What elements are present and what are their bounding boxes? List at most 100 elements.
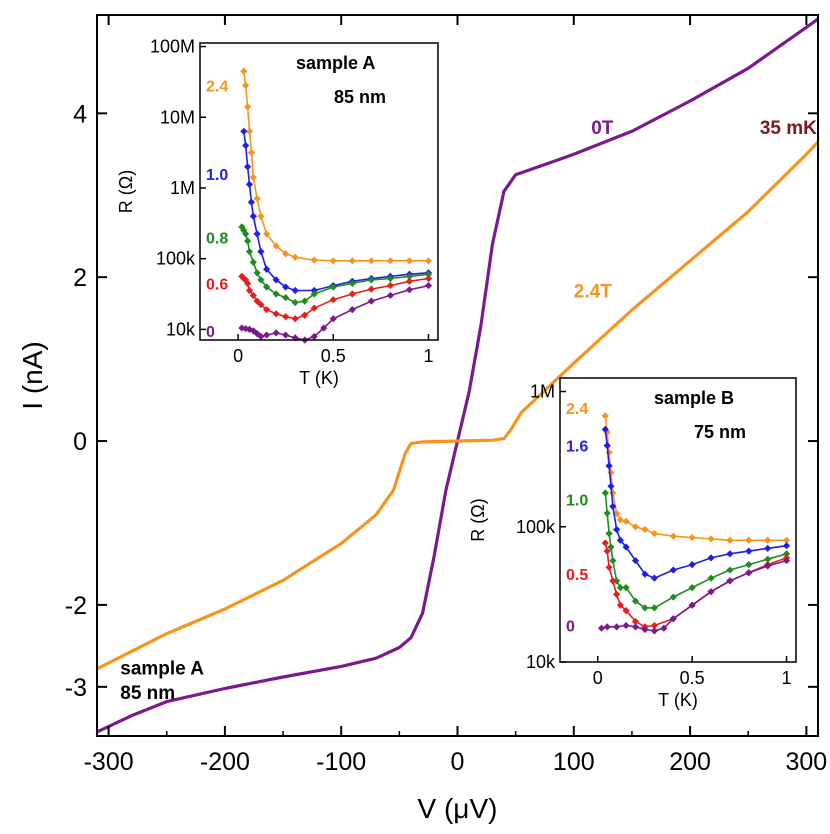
inset-b-x-axis-title: T (K)	[658, 690, 698, 710]
inset-a-point	[320, 324, 328, 332]
inset-a-point	[301, 297, 309, 305]
main-y-tick-label: 4	[73, 100, 87, 128]
inset-a-y-tick-label: 100M	[150, 37, 195, 57]
inset-b-point	[782, 556, 791, 565]
inset-b-point	[622, 607, 630, 615]
inset-b-point	[601, 425, 609, 433]
inset-a-point	[253, 194, 261, 203]
inset-a-point	[253, 230, 261, 238]
inset-a-point	[367, 297, 375, 305]
inset-a-point	[386, 274, 394, 283]
inset-a-title: 85 nm	[334, 87, 386, 107]
inset-b-point	[597, 624, 606, 632]
inset-b-point	[631, 597, 640, 605]
inset-a-x-tick-label: 1	[423, 346, 433, 366]
inset-a-point	[253, 330, 261, 338]
inset-b-point	[601, 489, 609, 497]
inset-b-point	[707, 554, 715, 562]
inset-b-point	[616, 601, 625, 609]
inset-b-y-tick-label: 100k	[516, 517, 556, 537]
inset-b-point	[707, 535, 715, 543]
inset-b-point	[726, 550, 734, 558]
inset-a-point	[272, 310, 280, 318]
inset-a-point	[247, 198, 256, 206]
inset-b-point	[609, 556, 617, 565]
inset-a-point	[282, 250, 290, 258]
inset-a-point	[291, 334, 299, 342]
inset-b-point	[641, 570, 649, 578]
inset-b-point	[726, 577, 734, 585]
inset-b-point	[650, 604, 658, 612]
inset-a: 0 0.5 1 10k 100k 1M 10M 100M T (K) R (Ω) sample A 8…	[116, 37, 439, 388]
inset-a-point	[291, 253, 299, 261]
inset-b-point	[726, 536, 734, 544]
inset-a-point	[424, 257, 433, 265]
inset-a-point	[367, 276, 375, 284]
inset-b-y-axis-title: R (Ω)	[468, 498, 488, 541]
inset-b-field-label: 1.6	[566, 439, 588, 456]
inset-b-point	[745, 547, 753, 555]
inset-b-point	[688, 584, 696, 592]
inset-a-point	[329, 315, 337, 323]
inset-b-point	[609, 502, 617, 511]
inset-b-point	[613, 509, 621, 517]
inset-a-point	[249, 327, 257, 335]
inset-a-point	[291, 315, 299, 323]
inset-b-point	[609, 489, 617, 497]
inset-b-point	[669, 532, 677, 540]
inset-b-point	[603, 547, 611, 555]
inset-a-point	[263, 305, 271, 314]
inset-b-point	[622, 543, 630, 551]
inset-a-background	[200, 43, 438, 340]
inset-b-point	[745, 536, 753, 544]
inset-b-point	[613, 577, 621, 585]
inset-a-point	[348, 290, 356, 298]
inset-a-y-tick-label: 10M	[160, 107, 195, 127]
inset-a-field-label: 0.6	[206, 276, 228, 293]
inset-b-point	[607, 482, 615, 490]
inset-b-point	[603, 623, 611, 631]
inset-a-x-axis-title: T (K)	[299, 368, 339, 388]
inset-a-point	[367, 257, 375, 265]
inset-b-point	[609, 577, 617, 585]
inset-b-point	[631, 556, 640, 565]
inset-a-point	[257, 248, 265, 256]
main-y-tick-label: 2	[73, 264, 87, 292]
inset-a-title: sample A	[296, 53, 375, 73]
main-x-tick-label: -200	[200, 748, 250, 776]
main-x-tick-label: -100	[316, 748, 366, 776]
inset-a-point	[348, 257, 356, 265]
inset-a-point	[245, 325, 254, 333]
inset-b-point	[622, 517, 630, 525]
inset-b-point	[641, 525, 649, 534]
inset-a-point	[245, 180, 254, 189]
inset-b-point	[782, 536, 791, 544]
inset-b-point	[641, 625, 649, 634]
inset-b-point	[631, 617, 640, 626]
inset-b-point	[764, 555, 772, 563]
inset-b-field-label: 0.5	[566, 567, 588, 584]
inset-b-background	[560, 378, 796, 662]
inset-b-point	[660, 624, 668, 632]
inset-a-point	[253, 297, 261, 305]
inset-a-point	[329, 257, 337, 265]
inset-a-point	[291, 298, 299, 307]
inset-a-point	[242, 81, 250, 90]
inset-b-point	[605, 529, 613, 538]
inset-a-point	[257, 332, 265, 341]
inset-b-point	[764, 562, 772, 570]
inset-a-point	[282, 283, 290, 291]
main-annotation: 35 mK	[760, 118, 817, 139]
inset-a-point	[310, 256, 318, 264]
main-x-tick-label: 300	[786, 748, 828, 776]
inset-a-field-label: 0	[206, 324, 215, 341]
inset-a-point	[244, 237, 252, 245]
inset-b-field-label: 2.4	[566, 401, 588, 418]
inset-a-point	[424, 274, 433, 283]
main-x-tick-label: 100	[553, 748, 595, 776]
inset-b-point	[707, 588, 715, 596]
inset-a-point	[245, 248, 254, 256]
inset-a-point	[348, 279, 356, 288]
inset-a-field-label: 0.8	[206, 230, 228, 247]
inset-a-point	[245, 127, 254, 135]
